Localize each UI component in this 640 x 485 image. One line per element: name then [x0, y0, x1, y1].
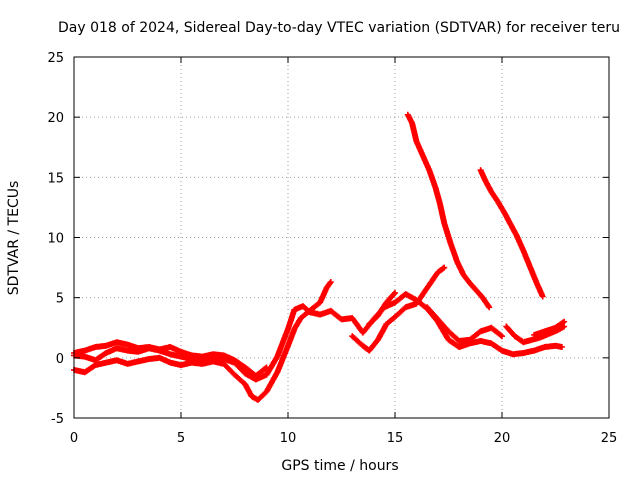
x-tick-label: 15 — [387, 431, 404, 446]
series-arc-7 — [477, 167, 546, 300]
y-tick-label: 10 — [47, 232, 64, 247]
series-arc-9 — [503, 323, 568, 346]
series-markers — [404, 111, 493, 311]
y-tick-label: 15 — [47, 171, 64, 186]
series-arc-10 — [531, 318, 568, 338]
series-markers — [349, 264, 448, 354]
frame-layer — [73, 56, 610, 419]
y-tick-label: 25 — [47, 51, 64, 66]
series-arc-4 — [349, 264, 448, 354]
y-tick-label: 20 — [47, 111, 64, 126]
series-markers — [366, 289, 398, 328]
chart-title: Day 018 of 2024, Sidereal Day-to-day VTE… — [58, 20, 620, 36]
y-tick-label: -5 — [51, 412, 64, 427]
series-arc-6 — [404, 111, 493, 311]
x-tick-label: 5 — [177, 431, 185, 446]
y-tick-label: 0 — [56, 352, 64, 367]
label-layer: Day 018 of 2024, Sidereal Day-to-day VTE… — [6, 20, 620, 474]
y-axis-title: SDTVAR / TECUs — [6, 181, 22, 296]
series-markers — [424, 304, 505, 344]
grid-layer — [74, 57, 609, 418]
data-layer — [71, 111, 568, 403]
series-markers — [477, 167, 546, 300]
x-tick-label: 10 — [280, 431, 297, 446]
x-tick-label: 20 — [494, 431, 511, 446]
y-tick-label: 5 — [56, 292, 64, 307]
x-tick-label: 0 — [70, 431, 78, 446]
x-axis-title: GPS time / hours — [281, 458, 398, 474]
x-tick-label: 25 — [601, 431, 618, 446]
series-arc-8 — [424, 304, 505, 344]
series-arc-5 — [366, 289, 398, 328]
series-markers — [531, 318, 568, 338]
series-markers — [503, 323, 568, 346]
